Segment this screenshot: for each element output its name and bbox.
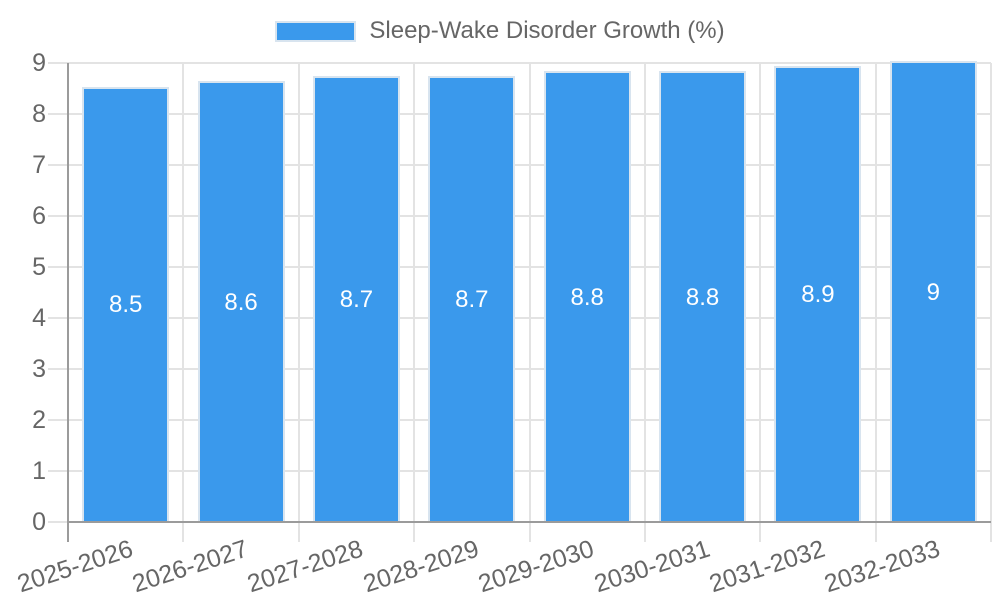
y-tick-label: 8 bbox=[32, 100, 46, 128]
h-gridline bbox=[48, 164, 991, 166]
y-tick-label: 6 bbox=[32, 202, 46, 230]
bar-2029-2030[interactable] bbox=[543, 71, 631, 522]
v-gridline bbox=[990, 63, 992, 542]
y-tick-label: 0 bbox=[32, 508, 46, 536]
legend: Sleep-Wake Disorder Growth (%) bbox=[0, 18, 1000, 44]
y-tick-label: 2 bbox=[32, 406, 46, 434]
h-gridline bbox=[48, 317, 991, 319]
y-tick-label: 1 bbox=[32, 457, 46, 485]
legend-label: Sleep-Wake Disorder Growth (%) bbox=[369, 17, 725, 44]
bar-2027-2028[interactable] bbox=[312, 76, 400, 522]
y-axis-line bbox=[67, 63, 69, 542]
v-gridline bbox=[297, 63, 300, 542]
bar-2028-2029[interactable] bbox=[428, 76, 516, 522]
v-gridline bbox=[759, 63, 762, 542]
h-gridline bbox=[48, 368, 991, 370]
h-gridline bbox=[48, 62, 991, 64]
y-tick-label: 3 bbox=[32, 355, 46, 383]
bar-2026-2027[interactable] bbox=[197, 81, 285, 522]
legend-item[interactable]: Sleep-Wake Disorder Growth (%) bbox=[275, 17, 725, 44]
h-gridline bbox=[48, 215, 991, 217]
y-tick-label: 9 bbox=[32, 49, 46, 77]
v-gridline bbox=[874, 63, 877, 542]
legend-swatch-icon bbox=[275, 20, 357, 42]
y-tick-label: 7 bbox=[32, 151, 46, 179]
v-gridline bbox=[528, 63, 531, 542]
h-gridline bbox=[48, 266, 991, 268]
h-gridline bbox=[48, 113, 991, 115]
v-gridline bbox=[413, 63, 416, 542]
h-gridline bbox=[48, 470, 991, 472]
bar-2032-2033[interactable] bbox=[889, 61, 977, 522]
x-axis-line bbox=[68, 521, 991, 523]
bar-2025-2026[interactable] bbox=[82, 86, 170, 522]
bar-2031-2032[interactable] bbox=[774, 66, 862, 522]
y-tick-label: 5 bbox=[32, 253, 46, 281]
h-gridline bbox=[48, 419, 991, 421]
v-gridline bbox=[182, 63, 185, 542]
bar-2030-2031[interactable] bbox=[659, 71, 747, 522]
y-tick-label: 4 bbox=[32, 304, 46, 332]
v-gridline bbox=[643, 63, 646, 542]
